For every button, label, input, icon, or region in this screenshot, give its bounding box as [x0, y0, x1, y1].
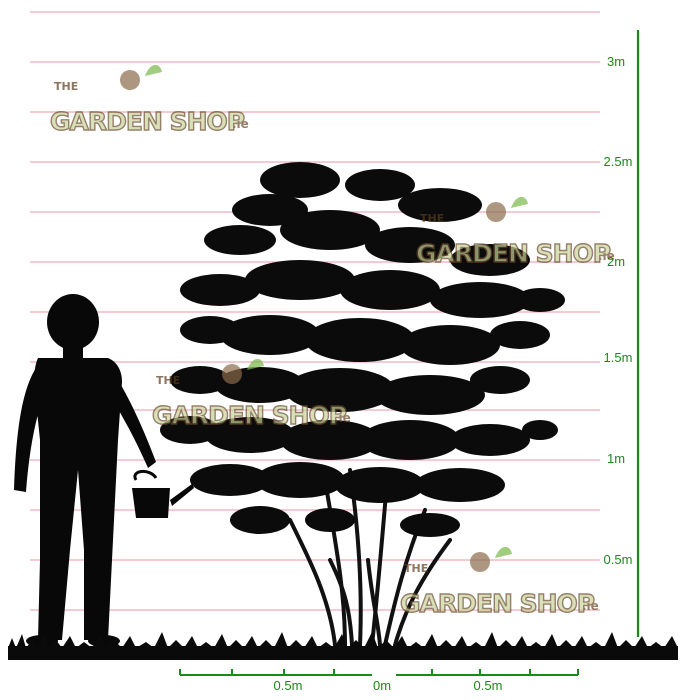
- svg-text:.ie: .ie: [232, 117, 249, 131]
- height-label-2m: 2m: [607, 254, 625, 269]
- grass-ground: [8, 632, 678, 660]
- height-label-0-5m: 0.5m: [604, 552, 633, 567]
- svg-text:GARDEN SHOP: GARDEN SHOP: [416, 239, 611, 268]
- width-scale: [179, 669, 579, 676]
- height-label-1-5m: 1.5m: [604, 350, 633, 365]
- svg-text:GARDEN SHOP: GARDEN SHOP: [400, 589, 595, 618]
- height-label-3m: 3m: [607, 54, 625, 69]
- width-label-right: 0.5m: [474, 678, 503, 693]
- height-scale: 3m 2.5m 2m 1.5m 1m 0.5m: [604, 30, 640, 637]
- svg-text:THE: THE: [54, 80, 78, 93]
- svg-text:THE: THE: [404, 562, 428, 575]
- svg-text:THE: THE: [156, 374, 180, 387]
- svg-text:GARDEN SHOP: GARDEN SHOP: [152, 401, 347, 430]
- person-silhouette: [14, 294, 194, 647]
- svg-text:GARDEN SHOP: GARDEN SHOP: [50, 107, 245, 136]
- watermark-logo: THE GARDEN SHOP .ie THE GARDEN SHOP .ie …: [49, 64, 615, 619]
- height-label-1m: 1m: [607, 451, 625, 466]
- svg-text:.ie: .ie: [582, 599, 599, 613]
- width-label-center: 0m: [373, 678, 391, 693]
- plant-silhouette: [160, 162, 565, 647]
- svg-text:THE: THE: [420, 212, 444, 225]
- width-label-left: 0.5m: [274, 678, 303, 693]
- svg-text:.ie: .ie: [334, 411, 351, 425]
- height-label-2-5m: 2.5m: [604, 154, 633, 169]
- svg-text:.ie: .ie: [598, 249, 615, 263]
